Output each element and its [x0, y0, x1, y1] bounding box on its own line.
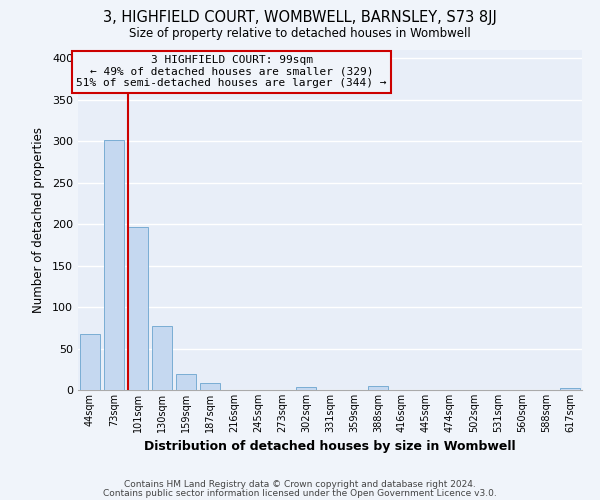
Bar: [104, 140, 124, 390]
Text: 3 HIGHFIELD COURT: 99sqm
← 49% of detached houses are smaller (329)
51% of semi-: 3 HIGHFIELD COURT: 99sqm ← 49% of detach…: [76, 55, 387, 88]
Text: Contains HM Land Registry data © Crown copyright and database right 2024.: Contains HM Land Registry data © Crown c…: [124, 480, 476, 489]
Bar: [80, 334, 100, 390]
Bar: [296, 386, 316, 390]
Text: Contains public sector information licensed under the Open Government Licence v3: Contains public sector information licen…: [103, 489, 497, 498]
Text: Size of property relative to detached houses in Wombwell: Size of property relative to detached ho…: [129, 28, 471, 40]
Bar: [176, 374, 196, 390]
Bar: [560, 388, 580, 390]
Text: 3, HIGHFIELD COURT, WOMBWELL, BARNSLEY, S73 8JJ: 3, HIGHFIELD COURT, WOMBWELL, BARNSLEY, …: [103, 10, 497, 25]
Bar: [152, 326, 172, 390]
Bar: [200, 382, 220, 390]
X-axis label: Distribution of detached houses by size in Wombwell: Distribution of detached houses by size …: [144, 440, 516, 454]
Bar: [128, 226, 148, 390]
Bar: [368, 386, 388, 390]
Y-axis label: Number of detached properties: Number of detached properties: [32, 127, 45, 313]
